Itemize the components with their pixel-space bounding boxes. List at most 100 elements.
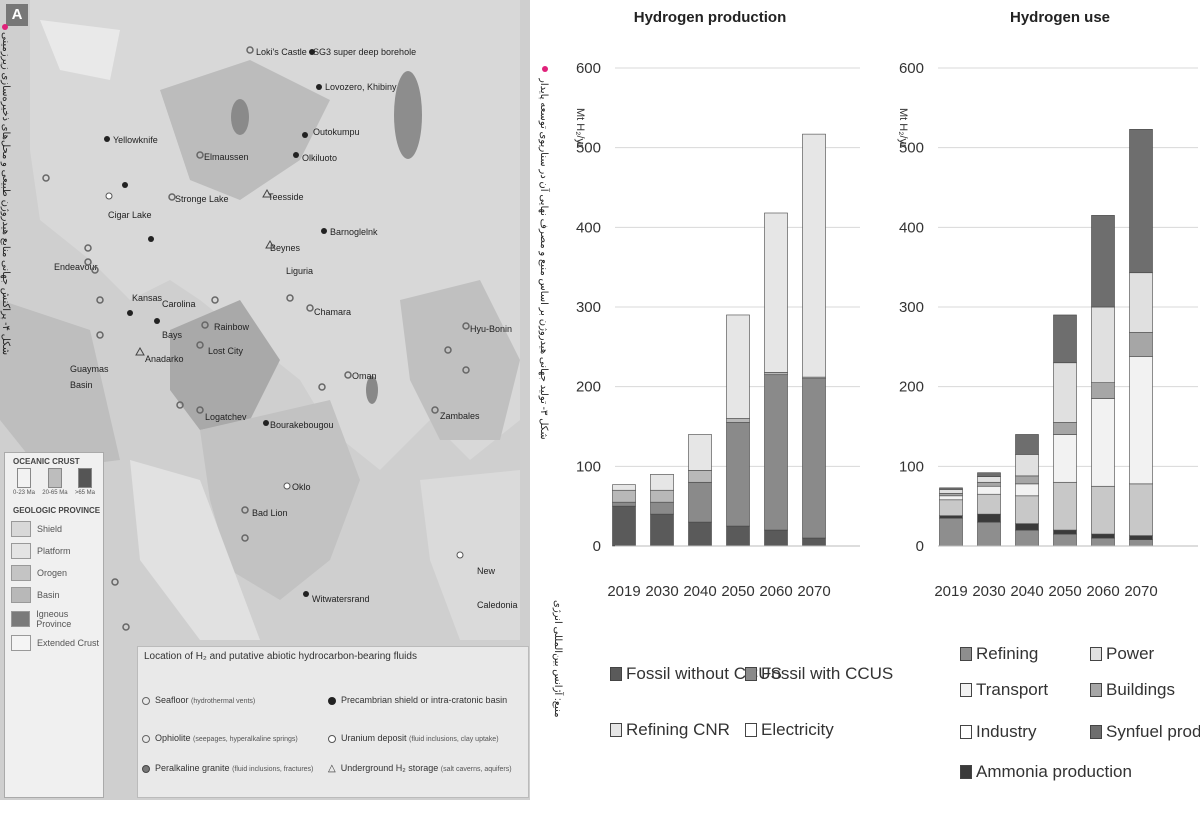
bar-segment	[1053, 529, 1077, 535]
bar-segment	[977, 521, 1001, 547]
site-label: Kansas	[132, 293, 163, 303]
province-swatch	[11, 521, 31, 537]
bar-segment	[764, 374, 788, 531]
panel-label-badge: A	[6, 4, 28, 26]
bar-segment	[1015, 475, 1039, 485]
legend-label: Transport	[976, 680, 1049, 699]
site-label: Witwatersrand	[312, 594, 370, 604]
legend-swatch	[1090, 725, 1102, 739]
bar-segment	[1015, 495, 1039, 524]
oceanic-crust-title: OCEANIC CRUST	[13, 457, 80, 466]
legend-label: Electricity	[761, 720, 834, 739]
y-tick-label: 600	[899, 60, 924, 77]
province-label: Shield	[37, 524, 63, 534]
legend-item: Refining	[960, 644, 1038, 664]
site-label: Liguria	[286, 266, 314, 276]
site-label: Caledonia	[477, 600, 518, 610]
bar-segment	[1091, 382, 1115, 399]
province-swatch	[11, 611, 31, 627]
x-tick-label: 2070	[1124, 583, 1157, 600]
bar-segment	[977, 476, 1001, 483]
bar-segment	[977, 481, 1001, 487]
bar-segment	[650, 489, 674, 503]
legend-swatch	[960, 647, 972, 661]
site-label: Teesside	[268, 192, 304, 202]
bar-segment	[802, 378, 826, 539]
x-tick-label: 2040	[683, 583, 716, 600]
legend-item: Synfuel production	[1090, 722, 1200, 742]
legend-label: Buildings	[1106, 680, 1175, 699]
x-tick-label: 2060	[759, 583, 792, 600]
bar-segment	[1053, 434, 1077, 483]
bar-segment	[939, 489, 963, 494]
site-label: Beynes	[270, 243, 301, 253]
bar-segment	[1091, 215, 1115, 308]
bar-segment	[650, 473, 674, 491]
open-circle-icon	[328, 734, 336, 743]
crust-label: 0-23 Ma	[13, 490, 36, 496]
site-label: Oman	[352, 371, 377, 381]
y-tick-label: 300	[899, 299, 924, 316]
crust-label: >65 Ma	[74, 490, 95, 496]
bar-segment	[1091, 306, 1115, 383]
y-tick-label: 0	[916, 538, 924, 555]
chart-title: Hydrogen production	[634, 9, 787, 26]
y-tick-label: 600	[576, 60, 601, 77]
legend-swatch	[610, 667, 622, 681]
site-label: Olkiluoto	[302, 153, 338, 163]
bar-segment	[612, 489, 636, 503]
filled-dot-icon	[328, 696, 336, 705]
bar-segment	[1053, 422, 1077, 435]
bar-segment	[939, 515, 963, 519]
crust-swatch	[47, 468, 62, 488]
bar-segment	[1015, 483, 1039, 497]
bar-segment	[1053, 481, 1077, 531]
site-label: Anadarko	[145, 354, 184, 364]
province-label: Extended Crust	[37, 638, 100, 648]
map-legend: OCEANIC CRUST 0-23 Ma 20-65 Ma >65 Ma GE…	[4, 452, 104, 798]
site-label: New	[477, 566, 496, 576]
bar-segment	[939, 495, 963, 501]
bar-segment	[939, 493, 963, 497]
bar-segment	[1015, 454, 1039, 477]
x-tick-label: 2030	[645, 583, 678, 600]
map-caption-strip: شکل ۴- پراکنش جهانی منابع هیدروژن طبیعی …	[0, 32, 14, 822]
legend-label: Fossil with CCUS	[761, 664, 894, 683]
x-tick-label: 2019	[934, 583, 967, 600]
location-legend-item: △ Underground H₂ storage (salt caverns, a…	[328, 763, 512, 774]
bar-segment	[650, 501, 674, 515]
site-label: Hyu-Bonin	[470, 324, 513, 334]
bar-segment	[726, 525, 750, 547]
bar-segment	[939, 487, 963, 490]
site-label: Carolina	[162, 299, 196, 309]
bar-segment	[977, 513, 1001, 523]
hydrogen-use-chart: Hydrogen use Mt H₂/yr 0 100 200 300 400 500 600 2…	[897, 9, 1198, 600]
legend-swatch	[960, 683, 972, 697]
site-label: Loki's Castle	[256, 47, 307, 57]
panel-divider	[547, 0, 557, 800]
bar-segment	[1015, 434, 1039, 455]
triangle-icon: △	[328, 763, 336, 774]
bar-segment	[1015, 529, 1039, 547]
bar-segment	[650, 513, 674, 547]
bullet-dot-icon	[542, 66, 548, 72]
site-label: Bays	[162, 330, 183, 340]
bar-segment	[726, 422, 750, 527]
site-label: Guaymas	[70, 364, 109, 374]
location-legend-item: Seafloor (hydrothermal vents)	[142, 695, 255, 705]
bar-segment	[939, 499, 963, 517]
site-label: Bad Lion	[252, 508, 288, 518]
x-tick-label: 2070	[797, 583, 830, 600]
bar-segment	[977, 493, 1001, 515]
ring-marker-icon	[142, 734, 150, 743]
bar-segment	[1129, 535, 1153, 540]
bar-segment	[1015, 523, 1039, 531]
legend-item: Power	[1090, 644, 1154, 664]
province-swatch	[11, 635, 31, 651]
x-tick-label: 2050	[721, 583, 754, 600]
province-label: Basin	[37, 590, 60, 600]
y-tick-label: 300	[576, 299, 601, 316]
bar-segment	[977, 485, 1001, 495]
province-label: Platform	[37, 546, 71, 556]
x-tick-label: 2030	[972, 583, 1005, 600]
